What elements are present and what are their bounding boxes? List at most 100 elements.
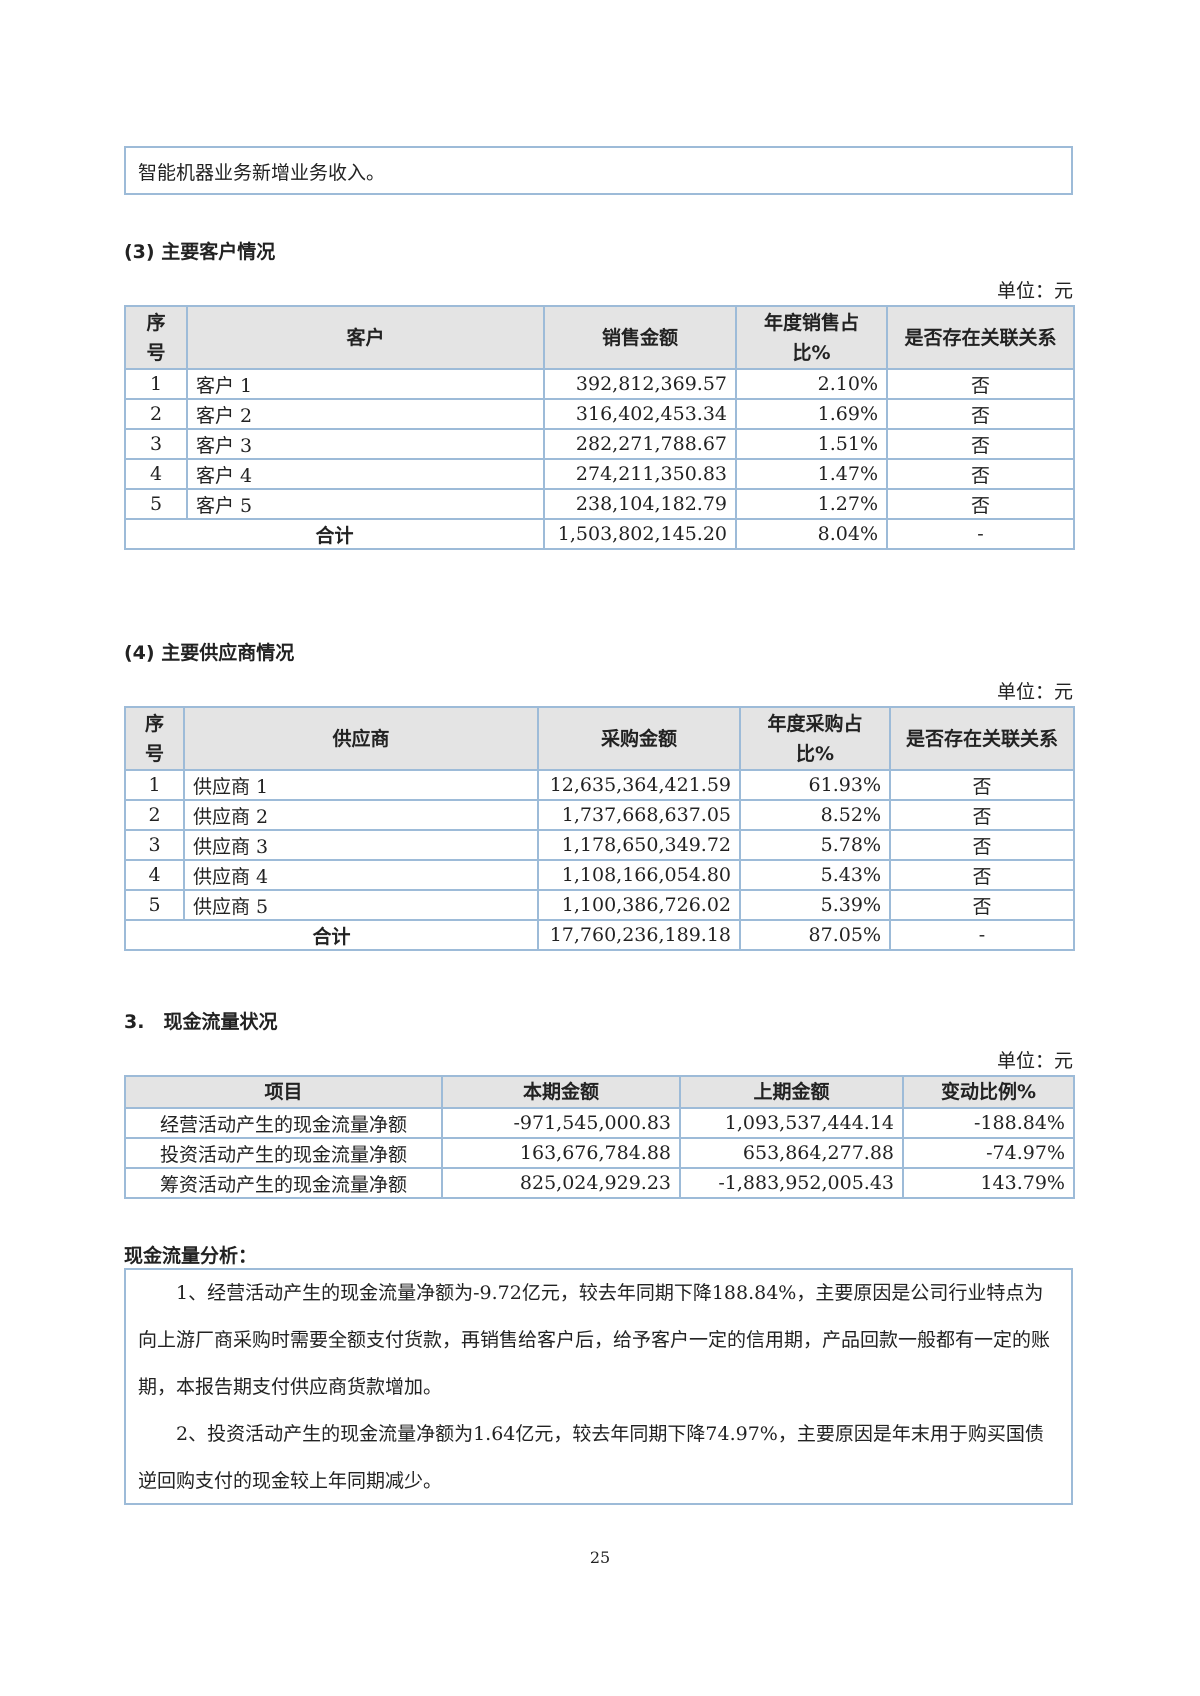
customers-row: 1 客户 1 392,812,369.57 2.10% 否 [124, 368, 1075, 400]
row-name: 供应商 4 [183, 859, 539, 891]
row-amount: 1,737,668,637.05 [537, 799, 741, 831]
row-number: 5 [124, 889, 185, 921]
intro-text: 智能机器业务新增业务收入。 [138, 162, 386, 184]
row-item: 投资活动产生的现金流量净额 [124, 1137, 443, 1169]
header-ratio: 年度采购占比% [739, 706, 891, 771]
row-current: 163,676,784.88 [441, 1137, 681, 1169]
total-amount: 1,503,802,145.20 [543, 518, 737, 550]
suppliers-unit: 单位：元 [996, 681, 1073, 703]
total-label: 合计 [124, 518, 545, 550]
customers-total-row: 合计 1,503,802,145.20 8.04% - [124, 518, 1075, 550]
row-number: 3 [124, 428, 188, 460]
total-related: - [886, 518, 1075, 550]
total-ratio: 87.05% [739, 919, 891, 951]
row-ratio: 1.51% [735, 428, 888, 460]
row-amount: 316,402,453.34 [543, 398, 737, 430]
row-number: 4 [124, 859, 185, 891]
row-change: 143.79% [902, 1167, 1075, 1199]
row-number: 5 [124, 488, 188, 520]
total-related: - [889, 919, 1075, 951]
header-related: 是否存在关联关系 [886, 305, 1075, 370]
row-name: 客户 1 [186, 368, 545, 400]
header-item: 项目 [124, 1075, 443, 1109]
total-label: 合计 [124, 919, 539, 951]
page-number: 25 [589, 1548, 611, 1567]
row-number: 2 [124, 799, 185, 831]
header-current: 本期金额 [441, 1075, 681, 1109]
row-amount: 1,178,650,349.72 [537, 829, 741, 861]
row-name: 客户 3 [186, 428, 545, 460]
analysis-paragraph-2: 2、投资活动产生的现金流量净额为1.64亿元，较去年同期下降74.97%，主要原… [138, 1423, 1044, 1492]
customers-row: 4 客户 4 274,211,350.83 1.47% 否 [124, 458, 1075, 490]
row-name: 供应商 1 [183, 769, 539, 801]
row-number: 3 [124, 829, 185, 861]
header-change: 变动比例% [902, 1075, 1075, 1109]
customers-row: 2 客户 2 316,402,453.34 1.69% 否 [124, 398, 1075, 430]
row-change: -74.97% [902, 1137, 1075, 1169]
suppliers-total-row: 合计 17,760,236,189.18 87.05% - [124, 919, 1075, 951]
suppliers-row: 4 供应商 4 1,108,166,054.80 5.43% 否 [124, 859, 1075, 891]
row-number: 1 [124, 368, 188, 400]
row-ratio: 1.69% [735, 398, 888, 430]
row-change: -188.84% [902, 1107, 1075, 1139]
header-amount: 采购金额 [537, 706, 741, 771]
analysis-box: 1、经营活动产生的现金流量净额为-9.72亿元，较去年同期下降188.84%，主… [124, 1268, 1073, 1505]
row-ratio: 5.78% [739, 829, 891, 861]
suppliers-row: 1 供应商 1 12,635,364,421.59 61.93% 否 [124, 769, 1075, 801]
header-no: 序号 [124, 706, 185, 771]
suppliers-heading: (4) 主要供应商情况 [124, 642, 295, 664]
total-amount: 17,760,236,189.18 [537, 919, 741, 951]
customers-unit: 单位：元 [996, 280, 1073, 302]
customers-table: 序号 客户 销售金额 年度销售占比% 是否存在关联关系 1 客户 1 392,812… [124, 305, 1075, 550]
customers-row: 3 客户 3 282,271,788.67 1.51% 否 [124, 428, 1075, 460]
row-number: 1 [124, 769, 185, 801]
row-name: 客户 5 [186, 488, 545, 520]
row-ratio: 1.47% [735, 458, 888, 490]
row-ratio: 5.39% [739, 889, 891, 921]
header-related: 是否存在关联关系 [889, 706, 1075, 771]
row-related: 否 [886, 398, 1075, 430]
cashflow-row: 经营活动产生的现金流量净额 -971,545,000.83 1,093,537,44… [124, 1107, 1075, 1139]
row-amount: 274,211,350.83 [543, 458, 737, 490]
row-previous: 1,093,537,444.14 [679, 1107, 904, 1139]
total-ratio: 8.04% [735, 518, 888, 550]
row-amount: 1,108,166,054.80 [537, 859, 741, 891]
row-item: 筹资活动产生的现金流量净额 [124, 1167, 443, 1199]
row-amount: 238,104,182.79 [543, 488, 737, 520]
cashflow-row: 筹资活动产生的现金流量净额 825,024,929.23 -1,883,952,00… [124, 1167, 1075, 1199]
row-name: 供应商 2 [183, 799, 539, 831]
cashflow-unit: 单位：元 [996, 1050, 1073, 1072]
suppliers-row: 3 供应商 3 1,178,650,349.72 5.78% 否 [124, 829, 1075, 861]
row-related: 否 [889, 829, 1075, 861]
row-number: 2 [124, 398, 188, 430]
row-previous: 653,864,277.88 [679, 1137, 904, 1169]
row-amount: 392,812,369.57 [543, 368, 737, 400]
row-amount: 282,271,788.67 [543, 428, 737, 460]
row-related: 否 [886, 368, 1075, 400]
row-ratio: 61.93% [739, 769, 891, 801]
row-ratio: 2.10% [735, 368, 888, 400]
row-ratio: 8.52% [739, 799, 891, 831]
intro-box: 智能机器业务新增业务收入。 [124, 146, 1073, 195]
suppliers-row: 5 供应商 5 1,100,386,726.02 5.39% 否 [124, 889, 1075, 921]
row-amount: 1,100,386,726.02 [537, 889, 741, 921]
analysis-paragraph-1: 1、经营活动产生的现金流量净额为-9.72亿元，较去年同期下降188.84%，主… [138, 1282, 1051, 1398]
customers-heading: (3) 主要客户情况 [124, 241, 276, 263]
row-item: 经营活动产生的现金流量净额 [124, 1107, 443, 1139]
cashflow-row: 投资活动产生的现金流量净额 163,676,784.88 653,864,277.8… [124, 1137, 1075, 1169]
analysis-heading: 现金流量分析： [124, 1245, 258, 1267]
row-ratio: 1.27% [735, 488, 888, 520]
row-related: 否 [886, 458, 1075, 490]
header-ratio: 年度销售占比% [735, 305, 888, 370]
cashflow-heading: 3. 现金流量状况 [124, 1011, 278, 1033]
row-related: 否 [886, 428, 1075, 460]
row-previous: -1,883,952,005.43 [679, 1167, 904, 1199]
suppliers-table: 序号 供应商 采购金额 年度采购占比% 是否存在关联关系 1 供应商 1 12,63… [124, 706, 1075, 951]
row-name: 客户 2 [186, 398, 545, 430]
header-amount: 销售金额 [543, 305, 737, 370]
row-related: 否 [886, 488, 1075, 520]
row-name: 供应商 3 [183, 829, 539, 861]
row-name: 客户 4 [186, 458, 545, 490]
header-customer: 客户 [186, 305, 545, 370]
header-no: 序号 [124, 305, 188, 370]
